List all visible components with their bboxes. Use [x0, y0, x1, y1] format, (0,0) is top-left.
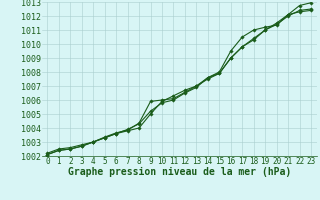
X-axis label: Graphe pression niveau de la mer (hPa): Graphe pression niveau de la mer (hPa): [68, 167, 291, 177]
